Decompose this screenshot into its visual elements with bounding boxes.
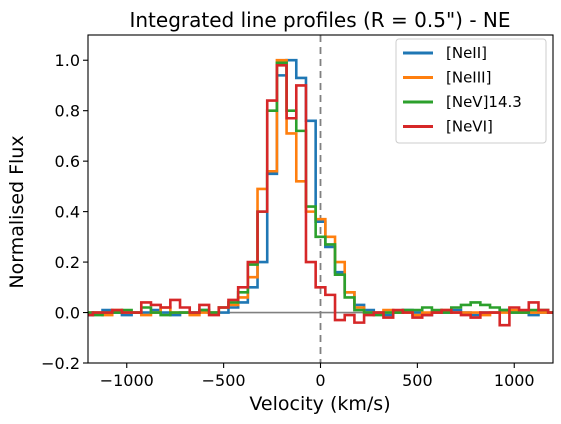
plot-area [88,35,553,363]
y-tick-label: 0.2 [55,253,80,272]
legend-label-3: [NeVI] [446,118,493,136]
y-tick-label: 0.6 [55,152,80,171]
x-tick-label: 500 [402,371,433,390]
y-tick-label: 0.0 [55,304,80,323]
plot-inner [88,35,553,363]
y-tick-label: 1.0 [55,51,80,70]
x-tick-label: 0 [315,371,325,390]
axes: −1000 −500 0 500 1000 −0.2 0.0 0.2 0.4 0.6 0.8 1.0 [41,34,554,390]
y-tick-label: 0.4 [55,203,80,222]
y-axis-label: Normalised Flux [6,135,28,288]
y-tick-label: 0.8 [55,102,80,121]
legend-label-0: [NeII] [446,44,487,62]
legend-box [395,38,547,144]
x-tick-label: −1000 [100,371,154,390]
chart-title: Integrated line profiles (R = 0.5") - NE [129,8,510,32]
series-line-3 [88,63,553,327]
legend-label-1: [NeIII] [446,69,491,87]
y-tick-label: −0.2 [41,354,80,373]
x-axis-label: Velocity (km/s) [249,393,390,415]
x-tick-label: 1000 [494,371,535,390]
series-line-2 [88,61,553,317]
legend-label-2: [NeV]14.3 [446,93,522,111]
x-tick-label: −500 [202,371,246,390]
legend: [NeII] [NeIII] [NeV]14.3 [NeVI] [395,38,547,144]
